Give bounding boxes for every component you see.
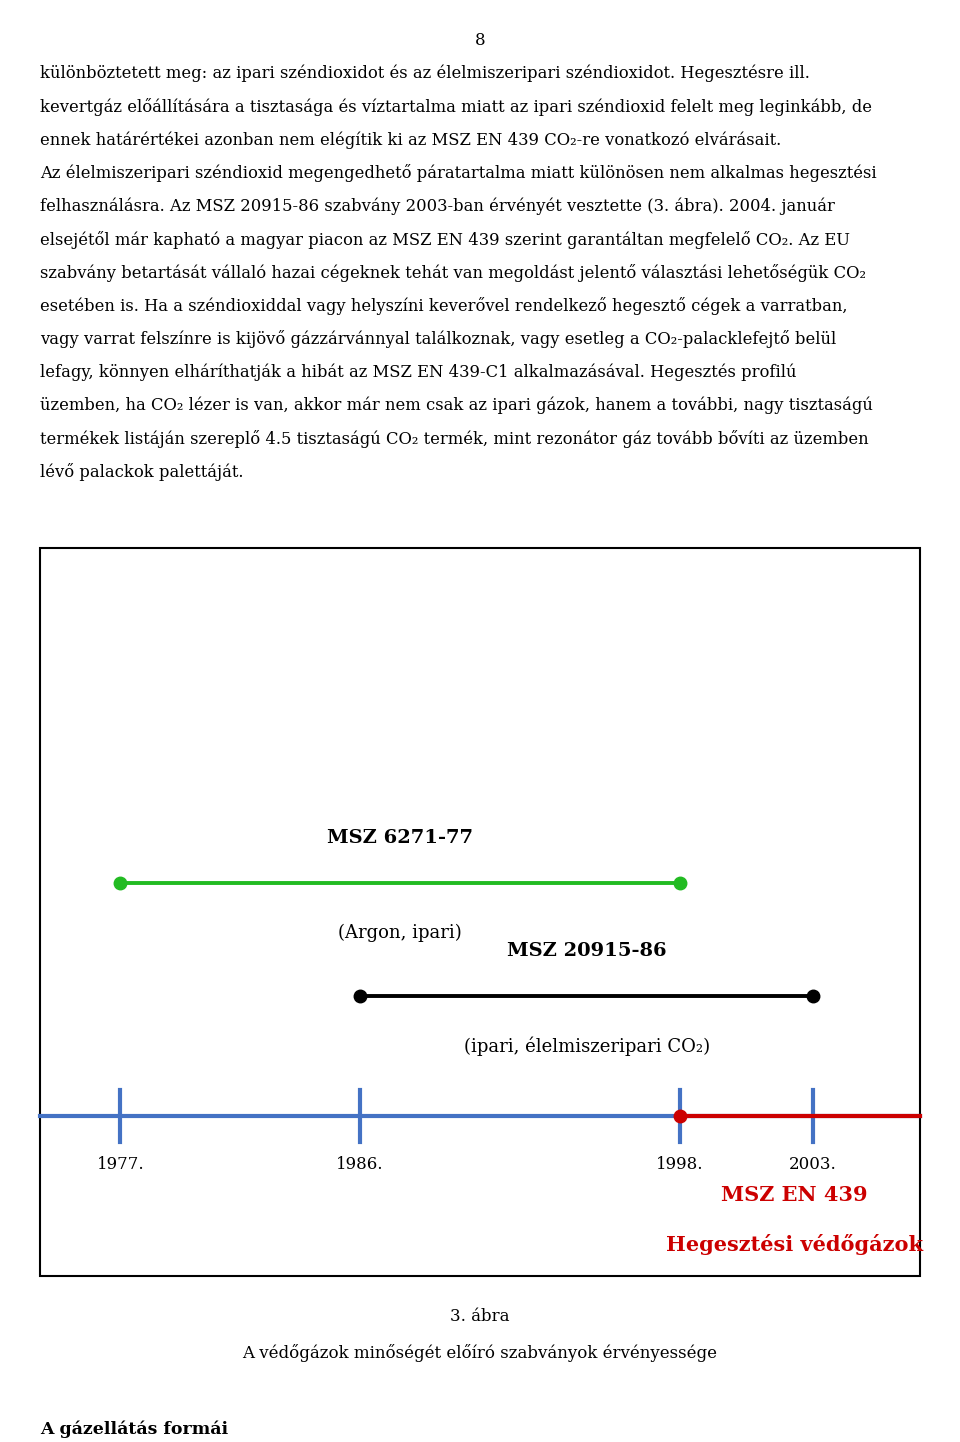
Text: A védőgázok minőségét előíró szabványok érvényessége: A védőgázok minőségét előíró szabványok … xyxy=(243,1344,717,1361)
Text: 2003.: 2003. xyxy=(789,1156,837,1174)
Text: (ipari, élelmiszeripari CO₂): (ipari, élelmiszeripari CO₂) xyxy=(464,1037,709,1056)
Text: elsejétől már kapható a magyar piacon az MSZ EN 439 szerint garantáltan megfelel: elsejétől már kapható a magyar piacon az… xyxy=(40,231,851,248)
Text: szabvány betartását vállaló hazai cégeknek tehát van megoldást jelentő választás: szabvány betartását vállaló hazai cégekn… xyxy=(40,264,866,281)
Text: termékek listáján szereplő 4.5 tisztaságú CO₂ termék, mint rezonátor gáz tovább : termékek listáján szereplő 4.5 tisztaság… xyxy=(40,430,869,447)
Text: MSZ 20915-86: MSZ 20915-86 xyxy=(507,942,666,960)
Text: 1986.: 1986. xyxy=(336,1156,384,1174)
Text: vagy varrat felszínre is kijövő gázzárvánnyal találkoznak, vagy esetleg a CO₂-pa: vagy varrat felszínre is kijövő gázzárvá… xyxy=(40,330,836,348)
Text: 8: 8 xyxy=(474,32,486,49)
Text: Az élelmiszeripari széndioxid megengedhető páratartalma miatt különösen nem alka: Az élelmiszeripari széndioxid megengedhe… xyxy=(40,164,876,182)
Text: lévő palackok palettáját.: lévő palackok palettáját. xyxy=(40,463,244,480)
Text: üzemben, ha CO₂ lézer is van, akkor már nem csak az ipari gázok, hanem a további: üzemben, ha CO₂ lézer is van, akkor már … xyxy=(40,397,874,414)
Text: MSZ EN 439: MSZ EN 439 xyxy=(721,1185,868,1206)
Text: ennek határértékei azonban nem elégítik ki az MSZ EN 439 CO₂-re vonatkozó elvárá: ennek határértékei azonban nem elégítik … xyxy=(40,131,781,149)
Text: Hegesztési védőgázok: Hegesztési védőgázok xyxy=(666,1234,923,1255)
Text: 3. ábra: 3. ábra xyxy=(450,1308,510,1325)
Text: felhasználásra. Az MSZ 20915-86 szabvány 2003-ban érvényét vesztette (3. ábra). : felhasználásra. Az MSZ 20915-86 szabvány… xyxy=(40,198,835,215)
Text: kevertgáz előállítására a tisztasága és víztartalma miatt az ipari széndioxid fe: kevertgáz előállítására a tisztasága és … xyxy=(40,98,873,115)
Text: A gázellátás formái: A gázellátás formái xyxy=(40,1420,228,1438)
Text: 1998.: 1998. xyxy=(656,1156,704,1174)
Bar xyxy=(40,548,920,1276)
Text: lefagy, könnyen elháríthatják a hibát az MSZ EN 439-C1 alkalmazásával. Hegesztés: lefagy, könnyen elháríthatják a hibát az… xyxy=(40,363,797,381)
Text: esetében is. Ha a széndioxiddal vagy helyszíni keverővel rendelkező hegesztő cég: esetében is. Ha a széndioxiddal vagy hel… xyxy=(40,297,848,314)
Text: (Argon, ipari): (Argon, ipari) xyxy=(338,923,462,942)
Text: MSZ 6271-77: MSZ 6271-77 xyxy=(327,829,473,846)
Text: 1977.: 1977. xyxy=(96,1156,144,1174)
Text: különböztetett meg: az ipari széndioxidot és az élelmiszeripari széndioxidot. He: különböztetett meg: az ipari széndioxido… xyxy=(40,65,810,82)
